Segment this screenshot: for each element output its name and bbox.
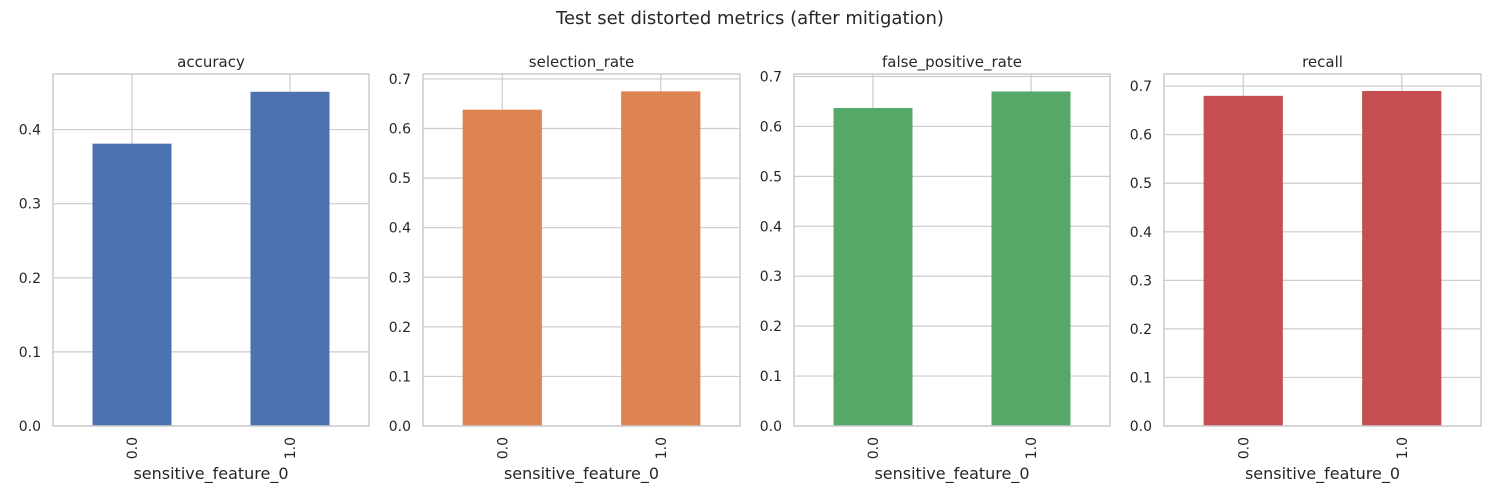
x-tick-label: 1.0 xyxy=(1395,437,1411,459)
x-axis-label: sensitive_feature_0 xyxy=(874,464,1029,484)
x-axis-label: sensitive_feature_0 xyxy=(504,464,659,484)
y-tick-label: 0.7 xyxy=(1130,79,1152,95)
y-tick-label: 0.1 xyxy=(760,369,782,385)
y-tick-label: 0.1 xyxy=(1130,370,1152,386)
axes-frame xyxy=(1163,73,1482,427)
bar-0.0 xyxy=(833,107,913,426)
y-tick-label: 0.4 xyxy=(389,221,411,237)
y-tick-label: 0.0 xyxy=(19,419,41,435)
x-tick-label: 0.0 xyxy=(495,437,511,459)
panel-accuracy: 0.0 0.1 0.2 0.3 0.4 0.0 1.0 accuracy sensitive_f… xyxy=(19,53,370,484)
axes-frame xyxy=(793,73,1111,427)
y-tick-label: 0.7 xyxy=(389,72,411,88)
bar-1.0 xyxy=(1362,90,1442,426)
x-tick-label: 0.0 xyxy=(1236,437,1252,459)
x-tick-label: 1.0 xyxy=(283,437,299,459)
y-tick-label: 0.0 xyxy=(1130,419,1152,435)
x-axis-label: sensitive_feature_0 xyxy=(133,464,288,484)
bar-1.0 xyxy=(991,91,1071,427)
y-tick-label: 0.3 xyxy=(760,269,782,285)
y-tick-label: 0.3 xyxy=(19,197,41,213)
panel-title: false_positive_rate xyxy=(882,53,1022,72)
y-tick-label: 0.6 xyxy=(389,122,411,138)
y-tick-label: 0.2 xyxy=(1130,322,1152,338)
y-tick-label: 0.3 xyxy=(389,270,411,286)
y-tick-label: 0.2 xyxy=(760,319,782,335)
y-tick-label: 0.7 xyxy=(760,69,782,85)
y-tick-label: 0.3 xyxy=(1130,273,1152,289)
panel-recall: 0.0 0.1 0.2 0.3 0.4 0.5 0.6 0.7 0.0 1.0 recall sens… xyxy=(1130,53,1482,484)
y-tick-label: 0.4 xyxy=(760,219,782,235)
y-tick-label: 0.4 xyxy=(1130,225,1152,241)
bar-1.0 xyxy=(250,91,330,426)
x-tick-label: 1.0 xyxy=(654,437,670,459)
y-tick-label: 0.1 xyxy=(389,369,411,385)
bar-0.0 xyxy=(462,109,542,427)
axes-frame xyxy=(422,73,741,427)
panel-false-positive-rate: 0.0 0.1 0.2 0.3 0.4 0.5 0.6 0.7 0.0 1.0 false_posi… xyxy=(760,53,1111,484)
x-tick-label: 1.0 xyxy=(1024,437,1040,459)
panel-title: selection_rate xyxy=(529,53,634,72)
x-axis-label: sensitive_feature_0 xyxy=(1245,464,1400,484)
y-tick-label: 0.4 xyxy=(19,123,41,139)
panel-title: accuracy xyxy=(177,53,245,71)
y-tick-label: 0.0 xyxy=(389,419,411,435)
figure-suptitle: Test set distorted metrics (after mitiga… xyxy=(555,8,944,29)
y-tick-label: 0.6 xyxy=(1130,128,1152,144)
bar-0.0 xyxy=(1203,95,1283,427)
axes-frame xyxy=(52,73,370,427)
panel-title: recall xyxy=(1302,53,1343,71)
y-tick-label: 0.5 xyxy=(389,171,411,187)
x-tick-label: 0.0 xyxy=(866,437,882,459)
bar-1.0 xyxy=(621,91,701,426)
y-tick-label: 0.2 xyxy=(19,271,41,287)
y-tick-label: 0.2 xyxy=(389,320,411,336)
panel-selection-rate: 0.0 0.1 0.2 0.3 0.4 0.5 0.6 0.7 0.0 1.0 selection_… xyxy=(389,53,741,484)
y-tick-label: 0.6 xyxy=(760,119,782,135)
y-tick-label: 0.5 xyxy=(1130,176,1152,192)
y-tick-label: 0.0 xyxy=(760,419,782,435)
y-tick-label: 0.1 xyxy=(19,345,41,361)
bar-0.0 xyxy=(92,143,172,427)
y-tick-label: 0.5 xyxy=(760,169,782,185)
x-tick-label: 0.0 xyxy=(125,437,141,459)
